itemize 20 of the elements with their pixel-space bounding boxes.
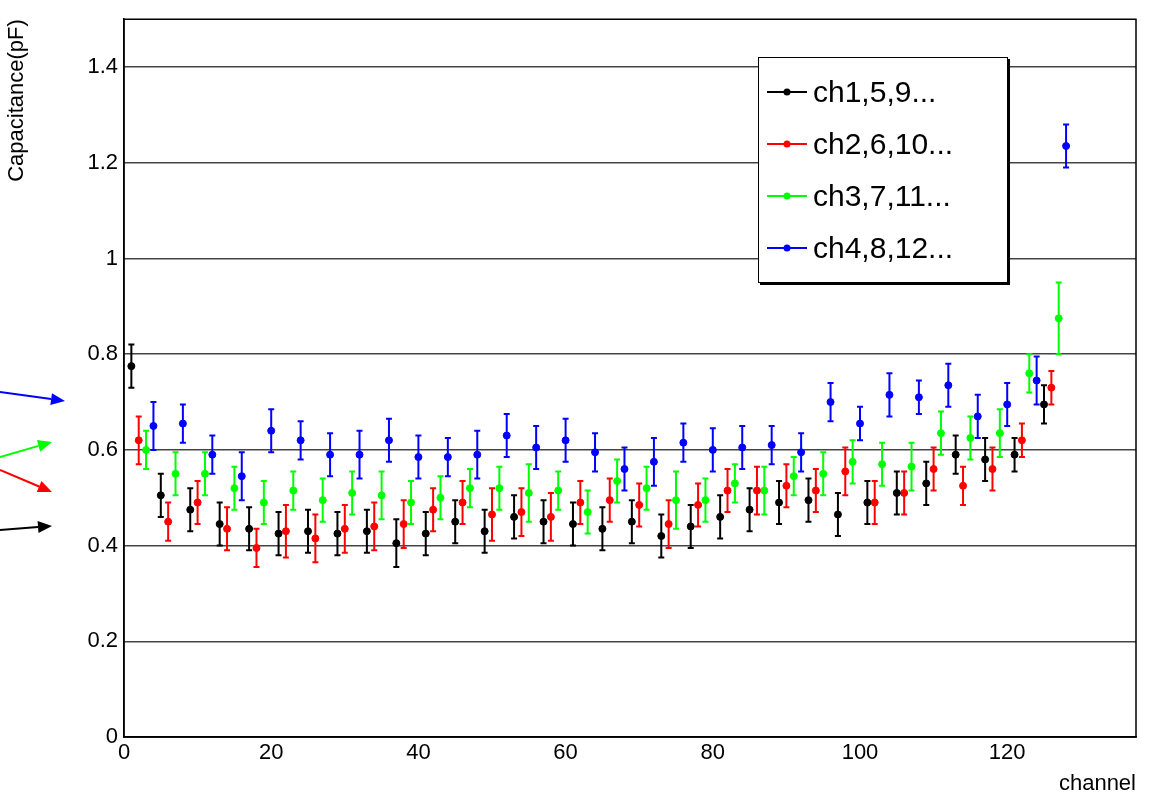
y-axis-title: Capacitance(pF) bbox=[3, 19, 29, 182]
x-tick-label: 20 bbox=[258, 739, 284, 765]
y-tick-label: 1.4 bbox=[87, 53, 118, 79]
legend-label: ch4,8,12... bbox=[813, 231, 954, 265]
y-tick-label: 0.2 bbox=[87, 627, 118, 653]
legend-label: ch3,7,11... bbox=[813, 179, 951, 213]
y-tick-label: 0.8 bbox=[87, 340, 118, 366]
x-tick-label: 80 bbox=[700, 739, 726, 765]
x-tick-label: 60 bbox=[553, 739, 578, 765]
y-tick-label: 1.2 bbox=[87, 148, 118, 174]
legend-label: ch2,6,10... bbox=[813, 127, 954, 161]
legend-label: ch1,5,9... bbox=[813, 75, 937, 109]
y-tick-label: 0.4 bbox=[87, 531, 118, 557]
y-tick-label: 1 bbox=[105, 244, 118, 270]
x-tick-label: 40 bbox=[406, 739, 431, 765]
x-tick-label: 120 bbox=[988, 739, 1026, 765]
x-axis-title: channel bbox=[1058, 769, 1136, 795]
y-tick-label: 0 bbox=[105, 723, 118, 749]
y-tick-label: 0.6 bbox=[87, 435, 118, 461]
x-tick-label: 100 bbox=[841, 739, 879, 765]
